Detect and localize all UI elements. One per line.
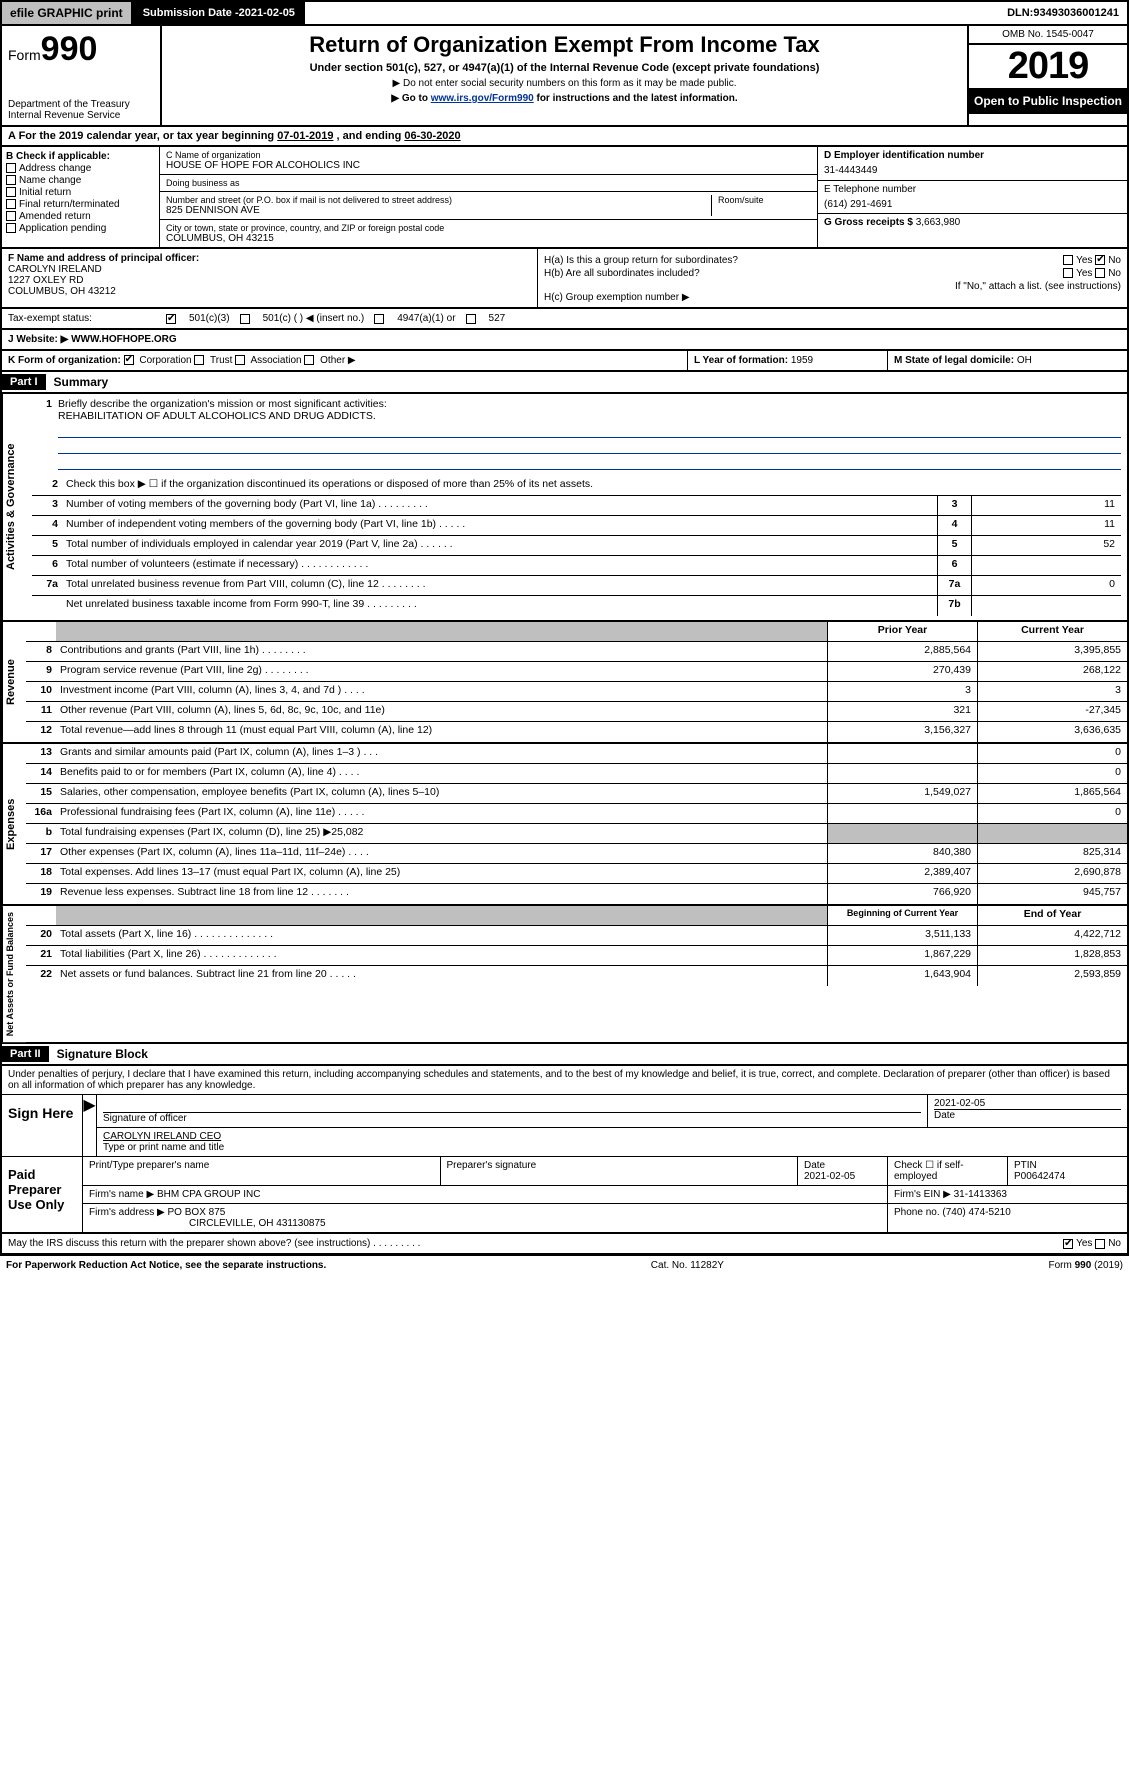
expenses-section: Expenses 13Grants and similar amounts pa… — [0, 744, 1129, 906]
signer-name: CAROLYN IRELAND CEO — [103, 1131, 1121, 1142]
dln: DLN: 93493036001241 — [999, 2, 1127, 24]
firm-name: BHM CPA GROUP INC — [157, 1189, 261, 1200]
box-l: L Year of formation: 1959 — [687, 351, 887, 370]
officer-addr2: COLUMBUS, OH 43212 — [8, 286, 531, 297]
part1-header: Part I Summary — [0, 372, 1129, 394]
table-row: 3Number of voting members of the governi… — [32, 496, 1121, 516]
officer-addr1: 1227 OXLEY RD — [8, 275, 531, 286]
submission-label: Submission Date - — [143, 7, 239, 19]
table-row: 18Total expenses. Add lines 13–17 (must … — [26, 864, 1127, 884]
table-row: 22Net assets or fund balances. Subtract … — [26, 966, 1127, 986]
check-name-change[interactable]: Name change — [6, 175, 155, 186]
telephone: (614) 291-4691 — [824, 199, 1121, 210]
note-link: ▶ Go to www.irs.gov/Form990 for instruct… — [170, 93, 959, 104]
topbar: efile GRAPHIC print Submission Date - 20… — [0, 0, 1129, 26]
box-f: F Name and address of principal officer:… — [2, 249, 538, 307]
boxes-bcdefg: B Check if applicable: Address change Na… — [0, 147, 1129, 249]
discuss-row: May the IRS discuss this return with the… — [0, 1234, 1129, 1255]
form-title: Return of Organization Exempt From Incom… — [170, 32, 959, 58]
efile-button[interactable]: efile GRAPHIC print — [2, 2, 133, 24]
ptin: P00642474 — [1014, 1171, 1065, 1182]
check-501c3[interactable] — [166, 314, 176, 324]
check-initial-return[interactable]: Initial return — [6, 187, 155, 198]
submission-date: Submission Date - 2021-02-05 — [133, 2, 305, 24]
table-row: 17Other expenses (Part IX, column (A), l… — [26, 844, 1127, 864]
table-row: 12Total revenue—add lines 8 through 11 (… — [26, 722, 1127, 742]
form-number: Form990 — [8, 30, 154, 69]
check-corp[interactable] — [124, 355, 134, 365]
perjury-statement: Under penalties of perjury, I declare th… — [2, 1066, 1127, 1094]
check-final-return[interactable]: Final return/terminated — [6, 199, 155, 210]
check-assoc[interactable] — [235, 355, 245, 365]
org-street: 825 DENNISON AVE — [166, 205, 711, 216]
form-footer: Form 990 (2019) — [1049, 1260, 1124, 1271]
check-other[interactable] — [304, 355, 314, 365]
firm-phone: (740) 474-5210 — [942, 1207, 1010, 1218]
table-row: 4Number of independent voting members of… — [32, 516, 1121, 536]
check-address-change[interactable]: Address change — [6, 163, 155, 174]
check-527[interactable] — [466, 314, 476, 324]
table-row: 8Contributions and grants (Part VIII, li… — [26, 642, 1127, 662]
table-row: bTotal fundraising expenses (Part IX, co… — [26, 824, 1127, 844]
check-trust[interactable] — [194, 355, 204, 365]
website-row: J Website: ▶ WWW.HOFHOPE.ORG — [0, 330, 1129, 351]
table-row: 5Total number of individuals employed in… — [32, 536, 1121, 556]
table-row: 11Other revenue (Part VIII, column (A), … — [26, 702, 1127, 722]
table-row: 21Total liabilities (Part X, line 26) . … — [26, 946, 1127, 966]
table-row: 7aTotal unrelated business revenue from … — [32, 576, 1121, 596]
revenue-section: Revenue Prior Year Current Year 8Contrib… — [0, 622, 1129, 744]
dept-treasury: Department of the Treasury Internal Reve… — [8, 99, 154, 121]
klm-row: K Form of organization: Corporation Trus… — [0, 351, 1129, 372]
table-row: 14Benefits paid to or for members (Part … — [26, 764, 1127, 784]
table-row: 20Total assets (Part X, line 16) . . . .… — [26, 926, 1127, 946]
table-row: 16aProfessional fundraising fees (Part I… — [26, 804, 1127, 824]
box-b: B Check if applicable: Address change Na… — [2, 147, 160, 247]
box-h: H(a) Is this a group return for subordin… — [538, 249, 1127, 307]
note-ssn: ▶ Do not enter social security numbers o… — [170, 78, 959, 89]
form-header: Form990 Department of the Treasury Inter… — [0, 26, 1129, 127]
discuss-no[interactable] — [1095, 1239, 1105, 1249]
table-row: Net unrelated business taxable income fr… — [32, 596, 1121, 616]
ein: 31-4443449 — [824, 165, 1121, 176]
table-row: 2Check this box ▶ ☐ if the organization … — [32, 476, 1121, 496]
check-4947[interactable] — [374, 314, 384, 324]
officer-name: CAROLYN IRELAND — [8, 264, 531, 275]
boxes-fh: F Name and address of principal officer:… — [0, 249, 1129, 309]
gross-receipts: 3,663,980 — [916, 217, 961, 228]
box-c: C Name of organization HOUSE OF HOPE FOR… — [160, 147, 817, 247]
discuss-yes[interactable] — [1063, 1239, 1073, 1249]
table-row: 19Revenue less expenses. Subtract line 1… — [26, 884, 1127, 904]
submission-value: 2021-02-05 — [239, 7, 295, 19]
table-row: 15Salaries, other compensation, employee… — [26, 784, 1127, 804]
omb-number: OMB No. 1545-0047 — [969, 26, 1127, 45]
firm-addr: PO BOX 875 — [168, 1207, 226, 1218]
table-row: 9Program service revenue (Part VIII, lin… — [26, 662, 1127, 682]
footer: For Paperwork Reduction Act Notice, see … — [0, 1255, 1129, 1275]
open-inspection: Open to Public Inspection — [969, 88, 1127, 114]
org-name: HOUSE OF HOPE FOR ALCOHOLICS INC — [166, 160, 811, 171]
org-city: COLUMBUS, OH 43215 — [166, 233, 811, 244]
website-value: WWW.HOFHOPE.ORG — [71, 334, 177, 345]
tax-period: A For the 2019 calendar year, or tax yea… — [0, 127, 1129, 147]
tax-year: 2019 — [969, 45, 1127, 88]
governance-section: Activities & Governance 1 Briefly descri… — [0, 394, 1129, 622]
part2-header: Part II Signature Block — [0, 1044, 1129, 1066]
table-row: 13Grants and similar amounts paid (Part … — [26, 744, 1127, 764]
check-amended[interactable]: Amended return — [6, 211, 155, 222]
signature-block: Under penalties of perjury, I declare th… — [0, 1066, 1129, 1234]
box-k: K Form of organization: Corporation Trus… — [2, 351, 687, 370]
irs-link[interactable]: www.irs.gov/Form990 — [431, 93, 534, 104]
box-m: M State of legal domicile: OH — [887, 351, 1127, 370]
netassets-section: Net Assets or Fund Balances Beginning of… — [0, 906, 1129, 1044]
table-row: 6Total number of volunteers (estimate if… — [32, 556, 1121, 576]
firm-ein: 31-1413363 — [954, 1189, 1007, 1200]
box-defg: D Employer identification number 31-4443… — [817, 147, 1127, 247]
form-subtitle: Under section 501(c), 527, or 4947(a)(1)… — [170, 62, 959, 74]
sign-arrow-icon: ▶ — [82, 1095, 96, 1156]
check-501c[interactable] — [240, 314, 250, 324]
table-row: 10Investment income (Part VIII, column (… — [26, 682, 1127, 702]
tax-status-row: Tax-exempt status: 501(c)(3) 501(c) ( ) … — [0, 309, 1129, 330]
check-application-pending[interactable]: Application pending — [6, 223, 155, 234]
mission-text: REHABILITATION OF ADULT ALCOHOLICS AND D… — [58, 410, 376, 422]
